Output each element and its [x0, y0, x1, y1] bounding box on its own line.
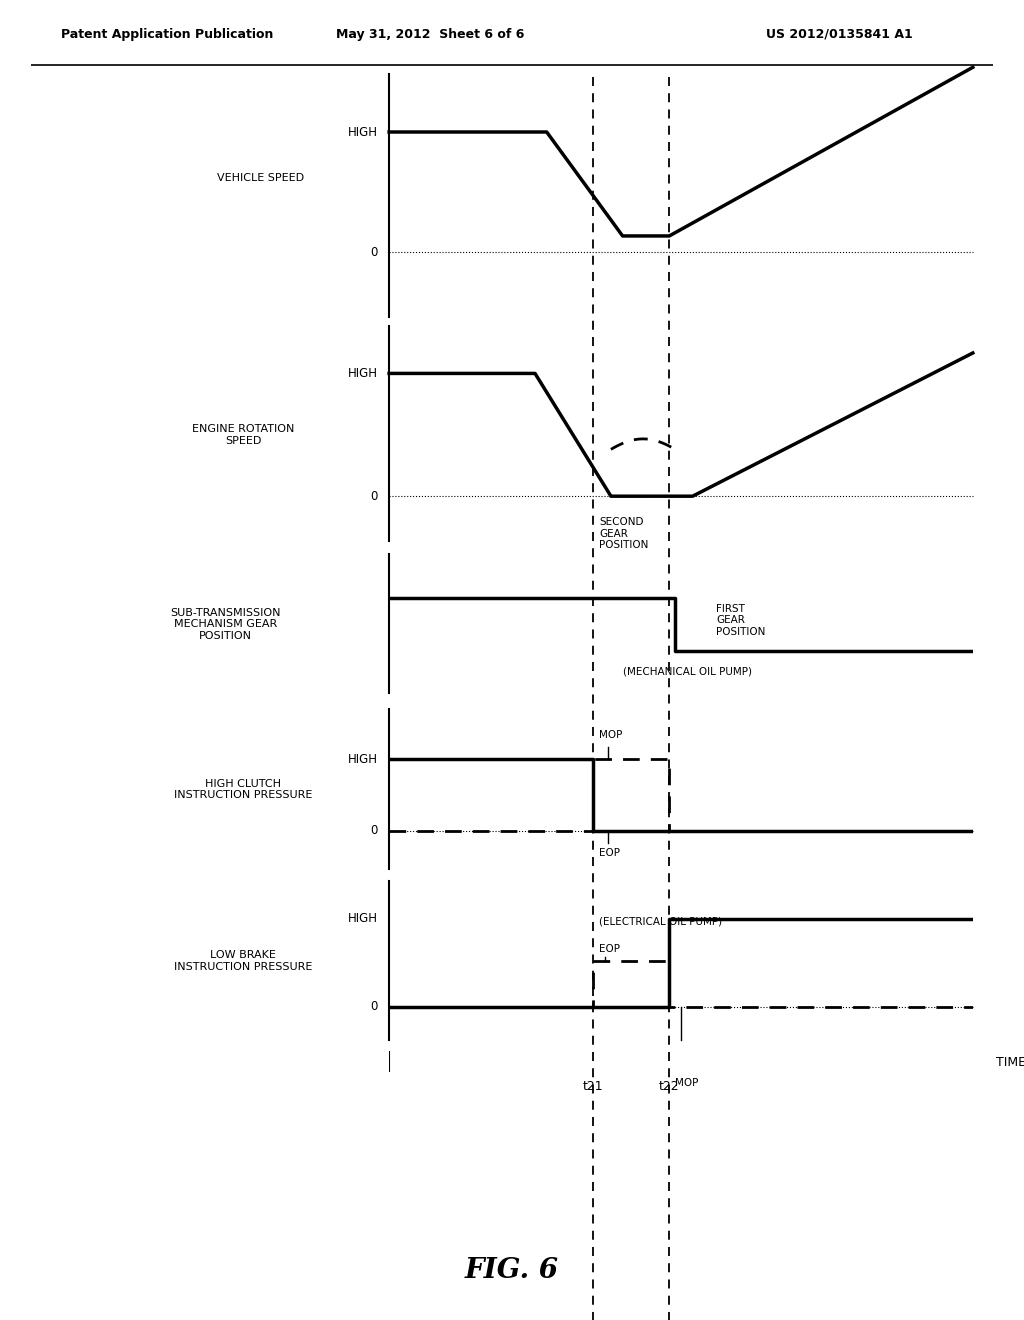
Text: HIGH: HIGH — [347, 912, 378, 925]
Text: FIG. 6: FIG. 6 — [465, 1257, 559, 1284]
Text: Patent Application Publication: Patent Application Publication — [61, 28, 273, 41]
Text: MOP: MOP — [599, 730, 623, 741]
Text: SUB-TRANSMISSION
MECHANISM GEAR
POSITION: SUB-TRANSMISSION MECHANISM GEAR POSITION — [170, 607, 281, 642]
Text: 0: 0 — [370, 824, 378, 837]
Text: VEHICLE SPEED: VEHICLE SPEED — [217, 173, 304, 183]
Text: EOP: EOP — [599, 849, 621, 858]
Text: EOP: EOP — [599, 944, 621, 954]
Text: MOP: MOP — [675, 1077, 698, 1088]
Text: LOW BRAKE
INSTRUCTION PRESSURE: LOW BRAKE INSTRUCTION PRESSURE — [174, 950, 312, 972]
Text: (MECHANICAL OIL PUMP): (MECHANICAL OIL PUMP) — [623, 667, 752, 676]
Text: HIGH CLUTCH
INSTRUCTION PRESSURE: HIGH CLUTCH INSTRUCTION PRESSURE — [174, 779, 312, 800]
Text: t21: t21 — [583, 1080, 604, 1093]
Text: 0: 0 — [370, 490, 378, 503]
Text: FIRST
GEAR
POSITION: FIRST GEAR POSITION — [716, 603, 765, 638]
Text: HIGH: HIGH — [347, 752, 378, 766]
Text: ENGINE ROTATION
SPEED: ENGINE ROTATION SPEED — [193, 424, 294, 446]
Text: May 31, 2012  Sheet 6 of 6: May 31, 2012 Sheet 6 of 6 — [336, 28, 524, 41]
Text: (ELECTRICAL OIL PUMP): (ELECTRICAL OIL PUMP) — [599, 916, 722, 927]
Text: SECOND
GEAR
POSITION: SECOND GEAR POSITION — [599, 517, 648, 550]
Text: HIGH: HIGH — [347, 125, 378, 139]
Text: HIGH: HIGH — [347, 367, 378, 380]
Text: US 2012/0135841 A1: US 2012/0135841 A1 — [766, 28, 913, 41]
Text: 0: 0 — [370, 246, 378, 259]
Text: TIME: TIME — [996, 1056, 1024, 1069]
Text: t22: t22 — [659, 1080, 680, 1093]
Text: 0: 0 — [370, 1001, 378, 1014]
